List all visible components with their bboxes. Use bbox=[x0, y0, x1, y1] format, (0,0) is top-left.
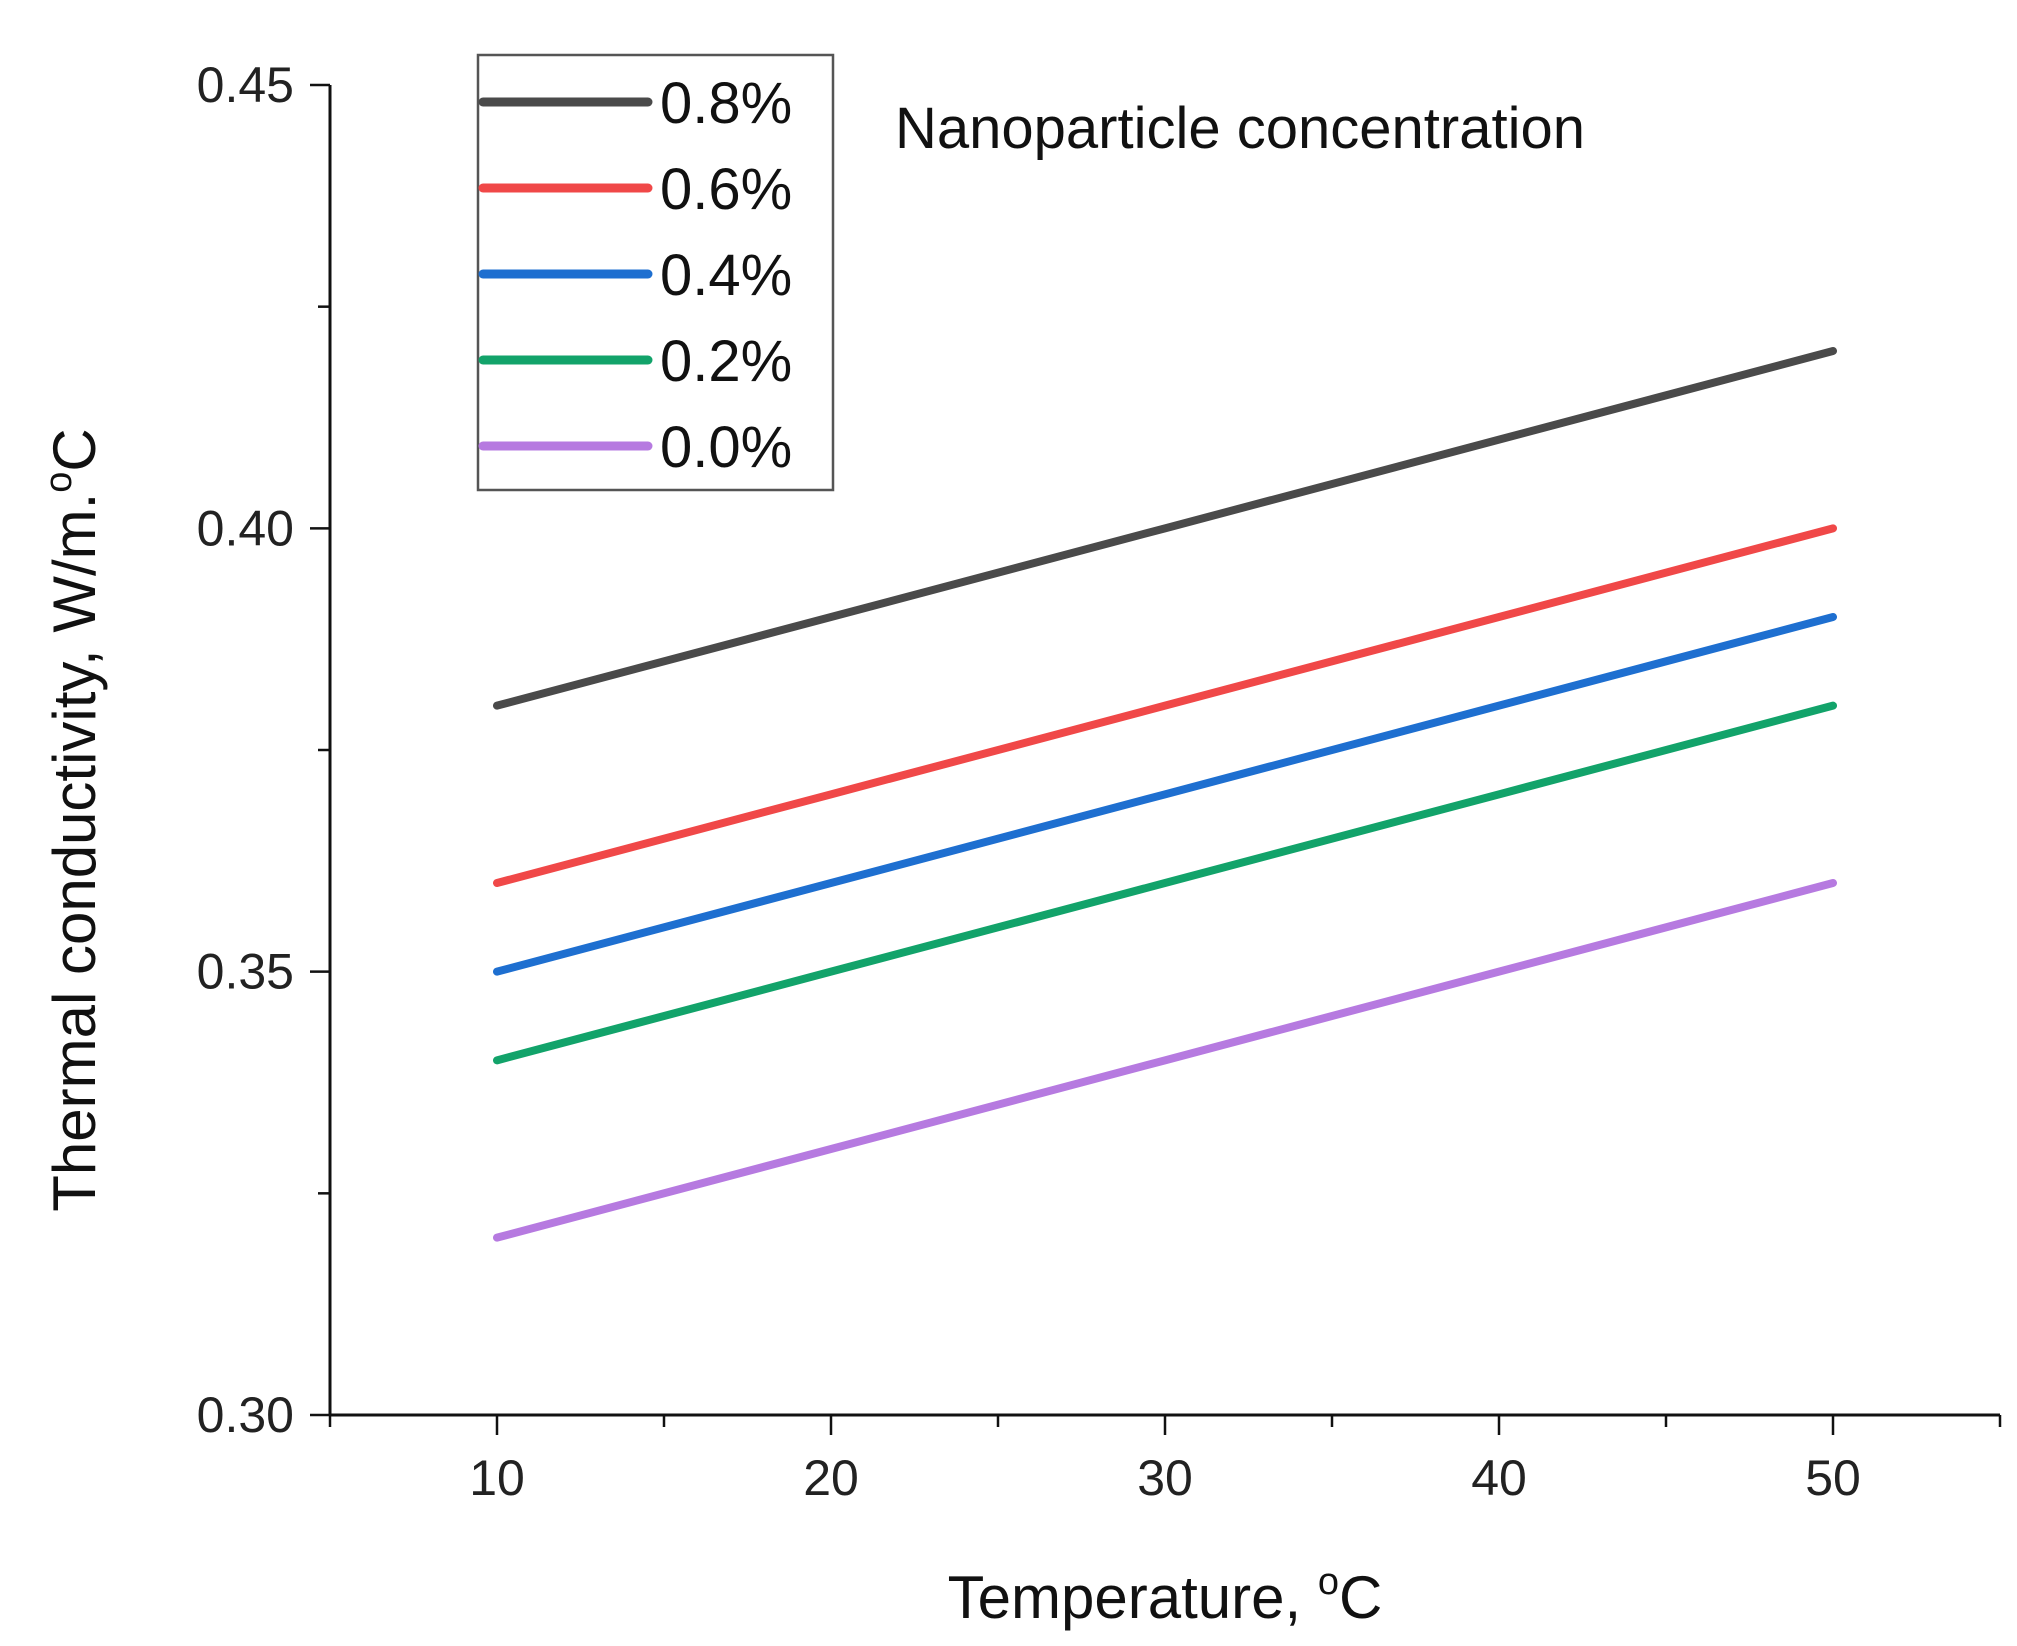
x-tick-label: 20 bbox=[803, 1450, 859, 1506]
x-axis-title-text: Temperature, bbox=[948, 1564, 1318, 1631]
series-line-0-4pct bbox=[493, 613, 1837, 976]
y-tick-label: 0.30 bbox=[197, 1387, 294, 1443]
series-line-0-6pct bbox=[493, 524, 1837, 887]
y-tick-label: 0.35 bbox=[197, 944, 294, 1000]
legend-label: 0.4% bbox=[660, 243, 792, 308]
y-axis-title-degree: o bbox=[38, 472, 80, 493]
x-tick-label: 50 bbox=[1805, 1450, 1861, 1506]
x-axis-title: Temperature, oC bbox=[948, 1561, 1383, 1631]
legend-label: 0.8% bbox=[660, 71, 792, 136]
y-tick-label: 0.40 bbox=[197, 500, 294, 556]
series-line-0-2pct bbox=[493, 701, 1837, 1065]
legend: 0.8% 0.6% 0.4% 0.2% 0.0% bbox=[476, 53, 835, 492]
x-tick-label: 10 bbox=[469, 1450, 525, 1506]
x-axis-title-degree: o bbox=[1318, 1561, 1339, 1603]
series-line-0-8pct bbox=[493, 347, 1837, 710]
legend-label: 0.6% bbox=[660, 157, 792, 222]
legend-label: 0.0% bbox=[660, 415, 792, 480]
legend-items: 0.8% 0.6% 0.4% 0.2% 0.0% bbox=[478, 71, 792, 480]
x-ticks: 10 20 30 40 50 bbox=[328, 1415, 2002, 1506]
x-axis-title-unit: C bbox=[1339, 1564, 1382, 1631]
x-tick-label: 30 bbox=[1137, 1450, 1193, 1506]
y-axis-title: Thermal conductivity, W/m.oC bbox=[38, 428, 108, 1212]
series-lines bbox=[493, 347, 1837, 1242]
y-axis-title-unit: C bbox=[41, 428, 108, 471]
legend-annotation: Nanoparticle concentration bbox=[895, 96, 1585, 161]
x-tick-label: 40 bbox=[1471, 1450, 1527, 1506]
series-line-0-0pct bbox=[493, 879, 1837, 1242]
y-tick-label: 0.45 bbox=[197, 57, 294, 113]
y-axis-title-text: Thermal conductivity, W/m. bbox=[41, 493, 108, 1212]
legend-label: 0.2% bbox=[660, 329, 792, 394]
y-ticks: 0.30 0.35 0.40 0.45 bbox=[197, 57, 330, 1443]
